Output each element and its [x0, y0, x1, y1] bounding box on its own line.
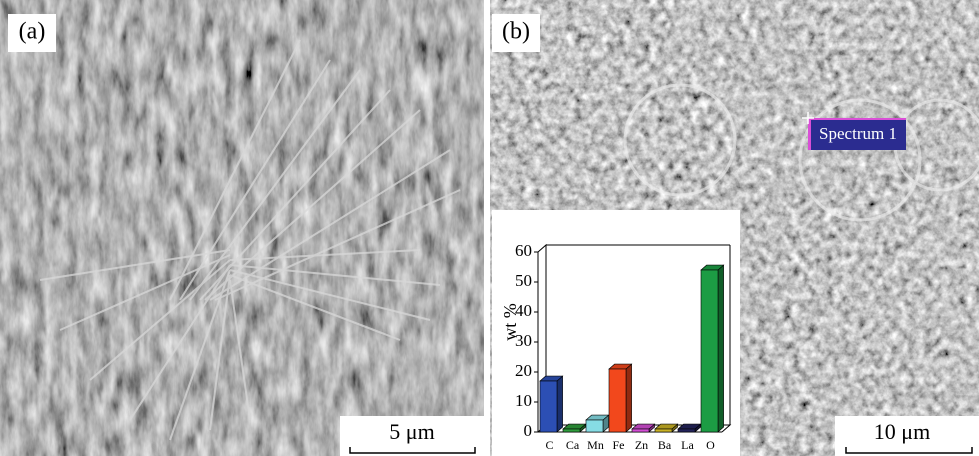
y-tick-label: 10 [515, 391, 532, 410]
y-tick-label: 40 [515, 301, 532, 320]
y-tick-label: 20 [515, 361, 532, 380]
marker-label: Spectrum 1 [819, 124, 897, 143]
x-tick-label: Ca [566, 438, 580, 452]
bar [632, 429, 649, 432]
x-tick-label: C [545, 438, 553, 452]
x-tick-label: Zn [635, 438, 648, 452]
x-tick-label: O [706, 438, 715, 452]
x-tick-label: Ba [658, 438, 672, 452]
scale-bar-label: 10 μm [874, 419, 930, 444]
y-tick-label: 30 [515, 331, 532, 350]
bar [609, 369, 626, 432]
y-tick-label: 0 [524, 421, 533, 440]
bar [655, 429, 672, 432]
bar [678, 429, 695, 432]
x-tick-label: Fe [613, 438, 625, 452]
bar-side [557, 376, 563, 432]
y-tick-label: 50 [515, 271, 532, 290]
scale-bar-label: 5 μm [389, 419, 434, 444]
figure-svg: (a) 5 μm (b) Spectrum 1 10 μm wt % 01020… [0, 0, 979, 456]
figure: (a) 5 μm (b) Spectrum 1 10 μm wt % 01020… [0, 0, 979, 456]
bar [586, 420, 603, 432]
panel-label: (a) [19, 19, 46, 45]
x-tick-label: Mn [587, 438, 604, 452]
bar-side [718, 265, 724, 432]
panel-label: (b) [502, 19, 530, 45]
bar [563, 429, 580, 432]
x-tick-label: La [681, 438, 694, 452]
y-tick-label: 60 [515, 241, 532, 260]
bar [540, 381, 557, 432]
bar-side [626, 364, 632, 432]
bar [701, 270, 718, 432]
